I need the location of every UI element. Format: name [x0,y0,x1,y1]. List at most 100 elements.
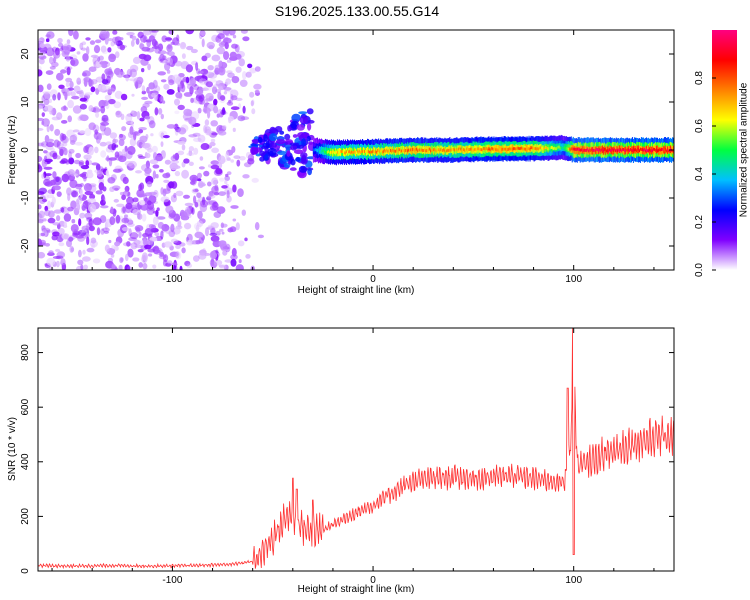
spectrogram-cell [580,148,582,152]
spectrogram-cell [38,238,42,247]
spectrogram-cell [439,145,441,153]
spectrogram-cell [412,148,414,151]
spectrogram-cell [45,70,54,75]
spectrogram-cell [209,141,216,147]
spectrogram-cell [115,110,121,116]
spectrogram-cell [56,215,61,222]
spectrogram-cell [194,231,204,239]
spectrogram-cell [197,107,202,114]
spectrogram-cell [226,101,234,106]
spectrogram-cell [181,53,186,59]
spectrogram-cell [130,39,135,47]
spectrogram-cell [550,146,552,149]
spectrogram-cell [38,233,42,238]
spectrogram-cell [427,149,429,153]
spectrogram-cell [402,149,404,153]
spectrogram-cell [332,150,334,154]
spectrogram-cell [416,147,418,151]
spectrogram-cell [268,133,278,142]
spectrogram-cell [115,40,123,47]
spectrogram-cell [169,162,179,171]
colorbar-tick-label: 0.4 [694,167,705,181]
spectrogram-cell [49,124,54,132]
spectrogram-cell [245,71,252,78]
spectrogram-cell [99,123,106,132]
spectrogram-cell [202,196,206,206]
spectrogram-cell [159,58,168,64]
spectrogram-cell [88,79,94,87]
spectrogram-cell [558,145,560,149]
spectrogram-cell [101,194,105,202]
spectrogram-cell [625,148,627,152]
spectrogram-cell [160,79,167,83]
spectrogram-y-tick-label: 20 [20,48,31,60]
spectrogram-cell [452,147,454,151]
spectrogram-cell [229,89,239,98]
spectrogram-cell [596,148,598,151]
spectrogram-cell [235,66,242,73]
spectrogram-cell [616,149,618,153]
spectrogram-cell [587,149,589,153]
spectrogram-cell [75,265,84,270]
spectrogram-cell [637,147,639,151]
spectrogram-cell [89,184,97,193]
spectrogram-cell [378,149,380,152]
spectrogram-cell [568,147,570,151]
spectrogram-cell [628,149,630,152]
spectrogram-cell [414,148,416,152]
spectrogram-cell [222,37,232,44]
spectrogram-cell [181,144,186,151]
spectrogram-cell [43,166,53,170]
spectrogram-cell [122,206,126,213]
spectrogram-cell [188,134,198,138]
spectrogram-cell [46,141,55,148]
spectrogram-cell [200,143,210,150]
spectrogram-cell [583,148,585,152]
spectrogram-cell [538,147,540,151]
spectrogram-cell [338,151,340,155]
spectrogram-cell [201,38,205,48]
spectrogram-cell [142,238,148,246]
spectrogram-cell [430,149,432,153]
spectrogram-cell [213,192,220,196]
spectrogram-cell [230,106,240,111]
spectrogram-cell [641,148,643,151]
spectrogram-cell [91,162,99,166]
spectrogram-cell [93,45,101,54]
spectrogram-cell [320,150,322,154]
spectrogram-cell [196,192,202,198]
spectrogram-cell [110,206,114,214]
spectrogram-cell [223,51,230,60]
spectrogram-cell [215,89,222,93]
spectrogram-cell [215,230,221,236]
spectrogram-cell [360,147,362,155]
spectrogram-cell [45,151,52,161]
spectrogram-cell [411,147,413,151]
spectrogram-cell [470,147,472,151]
spectrogram-cell [192,132,201,137]
spectrogram-cell [138,262,143,268]
spectrogram-cell [41,112,45,117]
spectrogram-cell [101,79,109,85]
spectrogram-cell [53,139,60,148]
spectrogram-cell [461,145,463,153]
spectrogram-cell [251,177,259,183]
spectrogram-cell [85,160,90,167]
spectrogram-cell [88,203,97,213]
spectrogram-cell [47,194,54,199]
spectrogram-cell [306,108,314,115]
spectrogram-cell [207,110,211,119]
spectrogram-cell [44,205,49,212]
spectrogram-cell [101,114,109,122]
spectrogram-cell [160,132,165,139]
spectrogram-cell [560,145,562,149]
spectrogram-cell [60,261,66,266]
spectrogram-cell [603,148,605,151]
spectrogram-cell [87,198,97,203]
spectrogram-cell [45,192,49,200]
spectrogram-cell [119,37,124,41]
spectrogram-cell [499,146,501,150]
spectrogram-cell [657,148,659,152]
spectrogram-cell [138,200,146,206]
spectrogram-cell [655,148,657,152]
